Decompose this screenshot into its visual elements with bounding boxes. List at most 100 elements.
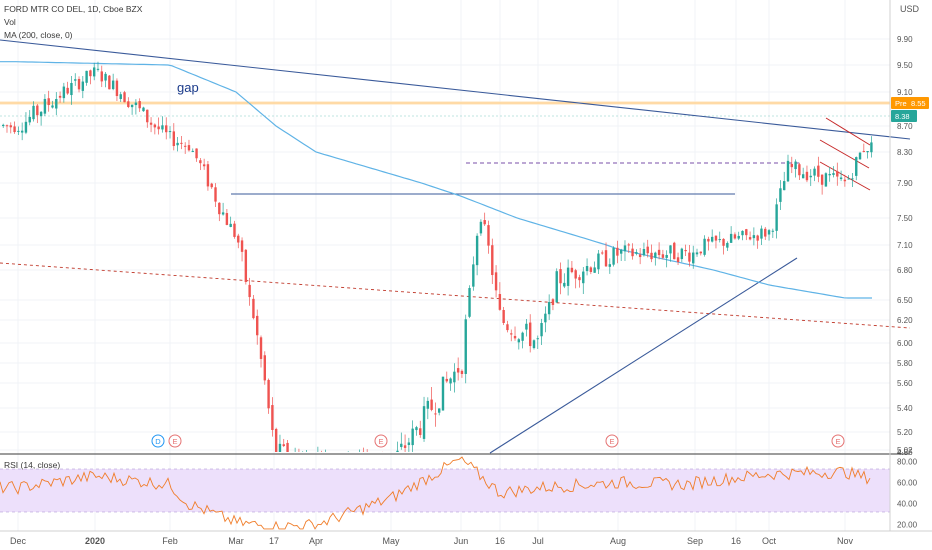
candle-body xyxy=(601,252,604,254)
event-marker-label: D xyxy=(155,437,161,446)
candle-body xyxy=(256,315,259,336)
candle-body xyxy=(400,443,403,448)
candle-body xyxy=(62,86,66,99)
descending-trendline[interactable] xyxy=(0,39,911,140)
candle-body xyxy=(623,245,627,252)
candle-body xyxy=(210,183,213,188)
candles[interactable] xyxy=(2,61,873,452)
candle-body xyxy=(597,253,600,270)
volume-label[interactable]: Vol xyxy=(4,17,16,27)
candle-body xyxy=(760,228,763,239)
currency-label: USD xyxy=(900,4,920,14)
candle-body xyxy=(858,152,862,160)
candle-body xyxy=(779,188,782,202)
candle-body xyxy=(494,272,498,291)
candle-body xyxy=(475,235,479,266)
candle-body xyxy=(673,242,676,260)
candle-body xyxy=(58,95,62,98)
candle-body xyxy=(748,237,752,240)
last-price-value: 8.38 xyxy=(895,112,910,121)
candle-body xyxy=(775,204,778,231)
rsi-band xyxy=(0,469,890,512)
candle-body xyxy=(2,124,5,127)
candle-body xyxy=(585,266,589,272)
candle-body xyxy=(729,233,733,243)
candle-body xyxy=(680,248,684,260)
candle-body xyxy=(183,145,187,147)
symbol-title[interactable]: FORD MTR CO DEL, 1D, Cboe BZX xyxy=(4,4,143,14)
candle-body xyxy=(707,238,710,242)
candle-body xyxy=(259,337,263,359)
candle-body xyxy=(229,223,232,227)
candle-body xyxy=(240,240,244,252)
time-tick-label: Jul xyxy=(532,536,544,546)
candle-body xyxy=(13,126,16,133)
rsi-tick-label: 80.00 xyxy=(897,457,918,466)
candle-body xyxy=(870,142,873,153)
candle-body xyxy=(582,271,585,284)
candle-body xyxy=(809,175,812,178)
candle-body xyxy=(32,105,35,120)
price-tick-label: 7.90 xyxy=(897,179,913,188)
candle-body xyxy=(847,178,850,180)
rsi-legend-label[interactable]: RSI (14, close) xyxy=(4,460,60,470)
rsi-tick-label: 60.00 xyxy=(897,478,918,487)
candle-body xyxy=(149,122,153,125)
candle-body xyxy=(828,173,831,176)
candle-body xyxy=(464,319,467,374)
candle-body xyxy=(521,332,524,341)
ma200-line[interactable] xyxy=(0,61,872,299)
candle-body xyxy=(66,87,69,94)
event-marker-label: E xyxy=(835,437,840,446)
candle-body xyxy=(430,399,433,410)
price-axis[interactable]: 9.90 9.50 9.10 8.70 8.30 7.90 7.50 7.10 6.80 6.50… xyxy=(897,35,913,457)
candle-body xyxy=(593,267,596,273)
price-tick-label: 7.10 xyxy=(897,241,913,250)
candle-body xyxy=(703,238,706,255)
candle-body xyxy=(574,270,577,279)
grid-lines xyxy=(0,0,890,531)
candle-body xyxy=(17,130,20,132)
candle-body xyxy=(165,125,168,133)
candle-body xyxy=(449,378,452,384)
candle-body xyxy=(714,235,718,241)
candle-body xyxy=(111,80,115,90)
last-price-badge: 8.38 xyxy=(891,110,917,122)
ascending-trendline[interactable] xyxy=(489,257,798,454)
candle-body xyxy=(70,82,73,96)
candle-body xyxy=(657,249,661,256)
candle-body xyxy=(756,235,759,241)
candle-body xyxy=(5,125,9,127)
candle-body xyxy=(718,239,721,241)
candle-body xyxy=(472,264,475,287)
gap-annotation[interactable]: gap xyxy=(177,80,199,95)
event-marker-circle xyxy=(168,434,182,448)
ma-legend-label[interactable]: MA (200, close, 0) xyxy=(4,30,73,40)
flag-middle-line[interactable] xyxy=(819,139,870,169)
candle-body xyxy=(138,101,141,109)
time-tick-label: May xyxy=(382,536,400,546)
event-marker-label: E xyxy=(378,437,383,446)
flag-upper-line[interactable] xyxy=(825,117,871,146)
rsi-line[interactable] xyxy=(0,456,871,530)
price-tick-label: 7.50 xyxy=(897,214,913,223)
time-tick-label: Mar xyxy=(228,536,244,546)
candle-body xyxy=(252,298,255,319)
pre-label: Pre xyxy=(895,99,907,108)
candle-body xyxy=(801,174,805,179)
event-marker-circle xyxy=(151,434,165,448)
candle-body xyxy=(669,245,672,254)
candle-body xyxy=(551,299,555,305)
price-tick-label: 5.80 xyxy=(897,359,913,368)
candle-body xyxy=(434,413,437,415)
candle-body xyxy=(407,442,411,446)
candle-body xyxy=(820,174,824,185)
candle-body xyxy=(43,98,47,114)
time-axis[interactable]: Dec 2020 Feb Mar 17 Apr May Jun 16 Jul Aug Sep 16 Oct… xyxy=(10,536,854,546)
dashed-red-trendline[interactable] xyxy=(0,262,911,329)
time-tick-label: 2020 xyxy=(85,536,105,546)
candle-body xyxy=(559,269,562,284)
time-tick-label: 16 xyxy=(495,536,505,546)
